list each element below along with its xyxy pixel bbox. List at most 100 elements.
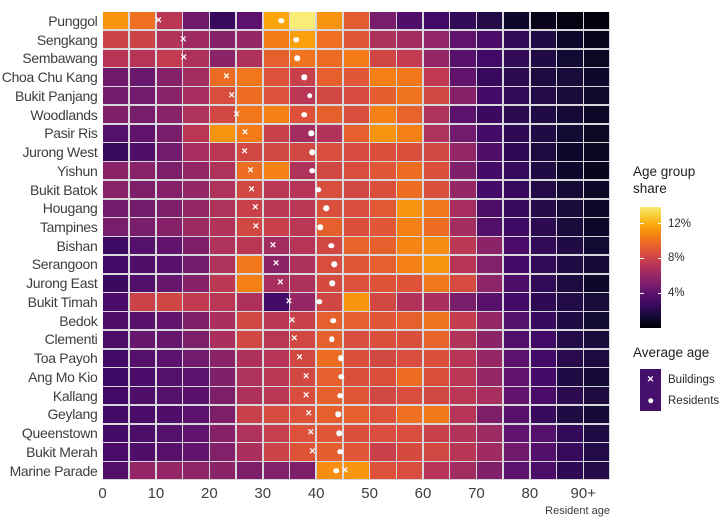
building-age-marker: × <box>252 220 260 233</box>
heatmap-cell <box>397 349 423 367</box>
building-age-marker: × <box>233 108 240 121</box>
heatmap-cell <box>530 237 556 255</box>
heatmap-cell <box>263 462 289 480</box>
heatmap-cell <box>156 180 182 199</box>
heatmap-cell <box>156 368 182 386</box>
heatmap-cell <box>557 218 583 236</box>
heatmap-cell <box>103 312 129 330</box>
heatmap-cell <box>183 312 209 330</box>
heatmap-cell <box>129 218 156 236</box>
heatmap-cell <box>103 443 129 461</box>
heatmap-cell <box>530 87 556 105</box>
heatmap-cell <box>263 443 289 461</box>
heatmap-cell <box>397 443 423 461</box>
heatmap-cell <box>129 143 156 161</box>
heatmap-cell <box>450 218 476 236</box>
heatmap-cell <box>156 312 182 330</box>
heatmap-cell <box>557 387 583 405</box>
heatmap-cell <box>263 68 289 86</box>
heatmap-cell <box>557 105 583 124</box>
heatmap-cell <box>477 180 503 199</box>
resident-age-marker <box>294 55 301 62</box>
heatmap-cell <box>343 274 369 292</box>
heatmap-cell <box>183 180 209 199</box>
row-label: Bedok <box>59 312 98 329</box>
heatmap-cell <box>343 237 369 255</box>
heatmap-cell <box>156 405 182 424</box>
x-tick-label: 60 <box>414 485 432 502</box>
heatmap-cell <box>477 162 503 180</box>
heatmap-cell <box>370 68 396 86</box>
heatmap-cell <box>584 443 610 461</box>
heatmap-cell <box>210 443 236 461</box>
heatmap-cell <box>236 462 262 480</box>
heatmap-cell <box>503 30 530 49</box>
resident-age-marker <box>329 280 335 286</box>
heatmap-cell <box>423 424 449 442</box>
resident-age-marker <box>293 36 300 43</box>
heatmap-cell <box>397 12 423 30</box>
heatmap-cell <box>263 87 289 105</box>
heatmap-cell <box>503 387 530 405</box>
heatmap-cell <box>290 124 316 142</box>
heatmap-cell <box>557 124 583 142</box>
heatmap-cell <box>584 105 610 124</box>
heatmap-cell <box>584 330 610 349</box>
heatmap-cell <box>183 105 209 124</box>
heatmap-cell <box>370 255 396 274</box>
heatmap-cell <box>103 462 129 480</box>
heatmap-cell <box>503 218 530 236</box>
heatmap-cell <box>129 462 156 480</box>
heatmap-cell <box>210 49 236 67</box>
heatmap-cell <box>557 68 583 86</box>
heatmap-cell <box>584 87 610 105</box>
heatmap-cell <box>503 162 530 180</box>
x-tick-label: 0 <box>98 485 107 502</box>
heatmap-cell <box>290 49 316 67</box>
heatmap-cell <box>210 312 236 330</box>
building-age-marker: × <box>277 276 284 289</box>
row-label: Kallang <box>52 387 98 404</box>
resident-age-marker <box>307 93 313 99</box>
heatmap-cell <box>183 405 209 424</box>
heatmap-cell <box>103 12 129 30</box>
heatmap-cell <box>530 462 556 480</box>
heatmap-cell <box>423 124 449 142</box>
heatmap-cell <box>503 405 530 424</box>
heatmap-cell <box>397 124 423 142</box>
heatmap-cell <box>503 349 530 367</box>
heatmap-cell <box>316 443 343 461</box>
heatmap-cell <box>503 462 530 480</box>
resident-age-marker <box>337 392 343 399</box>
heatmap-cell <box>397 312 423 330</box>
heatmap-cell <box>584 368 610 386</box>
heatmap-cell <box>584 274 610 292</box>
building-age-marker: × <box>309 445 316 458</box>
heatmap-cell <box>183 255 209 274</box>
heatmap-cell <box>210 199 236 217</box>
heatmap-cell <box>397 424 423 442</box>
heatmap-cell <box>370 180 396 199</box>
resident-age-marker <box>336 430 342 436</box>
heatmap-cell <box>477 237 503 255</box>
heatmap-cell <box>397 462 423 480</box>
row-label: Punggol <box>48 12 98 29</box>
marker-legend-title: Average age <box>633 345 710 360</box>
heatmap-cell <box>236 330 262 349</box>
heatmap-cell <box>156 87 182 105</box>
heatmap-cell <box>129 12 156 30</box>
heatmap-cell <box>129 237 156 255</box>
heatmap-cell <box>370 124 396 142</box>
row-label: Choa Chu Kang <box>1 69 98 86</box>
heatmap-cell <box>450 12 476 30</box>
heatmap-cell <box>450 143 476 161</box>
heatmap-cell <box>183 162 209 180</box>
heatmap-cell <box>557 405 583 424</box>
heatmap-cell <box>263 218 289 236</box>
heatmap-cell <box>503 368 530 386</box>
heatmap-cell <box>156 162 182 180</box>
row-label: Jurong East <box>26 275 98 292</box>
heatmap-cell <box>290 462 316 480</box>
heatmap-cell <box>477 330 503 349</box>
heatmap-cell <box>423 218 449 236</box>
